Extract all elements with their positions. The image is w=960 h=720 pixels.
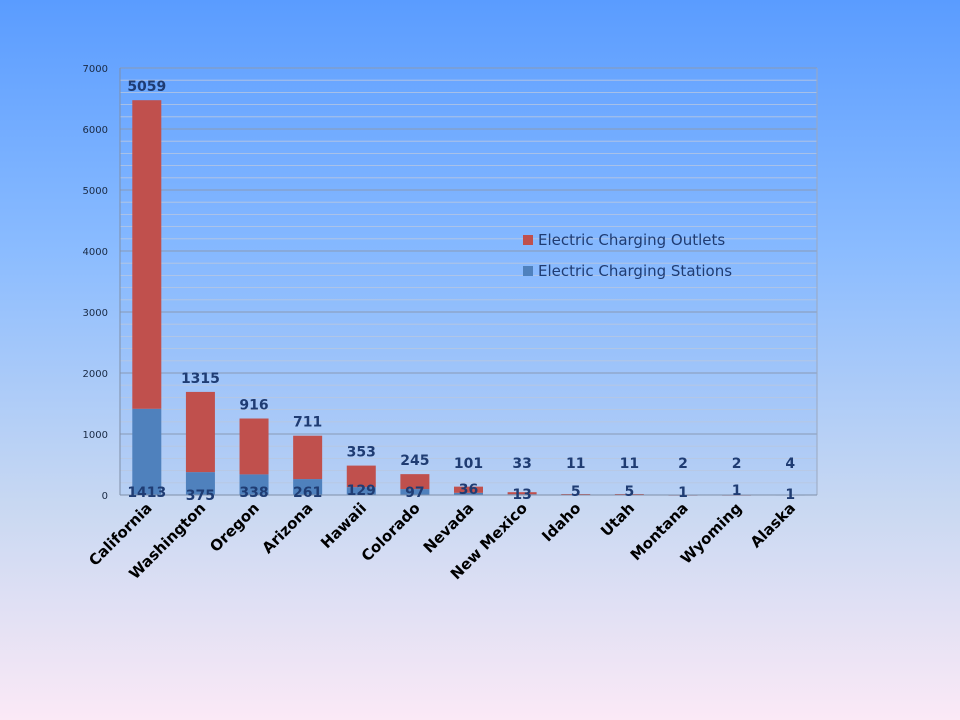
data-label-outlets: 1315	[181, 371, 220, 387]
x-tick-label: Alaska	[747, 499, 799, 551]
data-label-stations: 338	[239, 485, 268, 501]
data-label-stations: 129	[347, 483, 376, 499]
y-tick-label: 0	[102, 491, 108, 502]
data-label-stations: 261	[293, 485, 322, 501]
data-label-outlets: 101	[454, 456, 483, 472]
legend-swatch	[523, 235, 533, 245]
data-label-stations: 1	[785, 487, 795, 503]
bar-outlets	[346, 465, 376, 488]
bar-outlets	[454, 486, 483, 493]
y-tick-label: 7000	[83, 64, 108, 75]
data-label-outlets: 11	[620, 456, 639, 472]
data-labels: 5059141313153759163387112613531292459710…	[127, 79, 795, 504]
y-axis: 0 1000 2000 3000 4000 5000 6000 7000	[83, 64, 818, 502]
y-tick-label: 2000	[83, 369, 108, 380]
data-label-outlets: 33	[512, 456, 531, 472]
data-label-stations: 13	[512, 487, 531, 503]
legend-label: Electric Charging Stations	[538, 262, 732, 280]
plot-area	[120, 68, 817, 495]
bar-outlets	[185, 391, 215, 473]
legend: Electric Charging Outlets Electric Chargi…	[523, 231, 732, 280]
data-label-outlets: 11	[566, 456, 585, 472]
data-label-stations: 1413	[127, 485, 166, 501]
data-label-outlets: 2	[732, 456, 742, 472]
bar-outlets	[507, 492, 537, 495]
y-tick-label: 4000	[83, 247, 108, 258]
bar-stations	[400, 489, 430, 495]
data-label-stations: 5	[624, 484, 634, 500]
bar-outlets	[561, 494, 591, 495]
x-tick-label: Idaho	[538, 499, 584, 545]
data-label-outlets: 2	[678, 456, 688, 472]
data-label-stations: 375	[186, 488, 215, 504]
x-tick-label: Utah	[597, 499, 638, 540]
data-label-outlets: 245	[400, 453, 429, 469]
bar-outlets	[293, 435, 323, 480]
data-label-outlets: 916	[239, 398, 268, 414]
x-tick-label: Colorado	[358, 499, 424, 565]
bar-outlets	[614, 494, 644, 495]
gridlines	[120, 67, 817, 496]
x-tick-label: Arizona	[259, 499, 317, 557]
bar-outlets	[400, 474, 430, 490]
bar-stations	[239, 474, 269, 495]
x-tick-label: Hawaii	[317, 499, 370, 552]
data-label-outlets: 711	[293, 415, 322, 431]
data-label-stations: 97	[405, 485, 424, 501]
bars	[132, 100, 805, 496]
data-label-outlets: 5059	[127, 79, 166, 95]
y-tick-label: 5000	[83, 186, 108, 197]
y-tick-label: 3000	[83, 308, 108, 319]
bar-outlets	[132, 100, 162, 409]
bar-stations	[346, 487, 376, 495]
data-label-stations: 1	[732, 483, 742, 499]
bar-stations	[293, 479, 323, 495]
bar-outlets	[239, 418, 269, 475]
data-label-stations: 1	[678, 485, 688, 501]
legend-swatch	[523, 266, 533, 276]
bar-stations	[132, 408, 162, 495]
legend-label: Electric Charging Outlets	[538, 231, 725, 249]
data-label-outlets: 4	[785, 456, 795, 472]
bar-stations	[185, 472, 215, 495]
x-tick-label: Oregon	[206, 499, 263, 556]
data-label-stations: 36	[459, 482, 478, 498]
bar-stations	[454, 492, 483, 495]
data-label-outlets: 353	[347, 445, 376, 461]
y-tick-label: 1000	[83, 430, 108, 441]
y-tick-label: 6000	[83, 125, 108, 136]
data-label-stations: 5	[571, 484, 581, 500]
